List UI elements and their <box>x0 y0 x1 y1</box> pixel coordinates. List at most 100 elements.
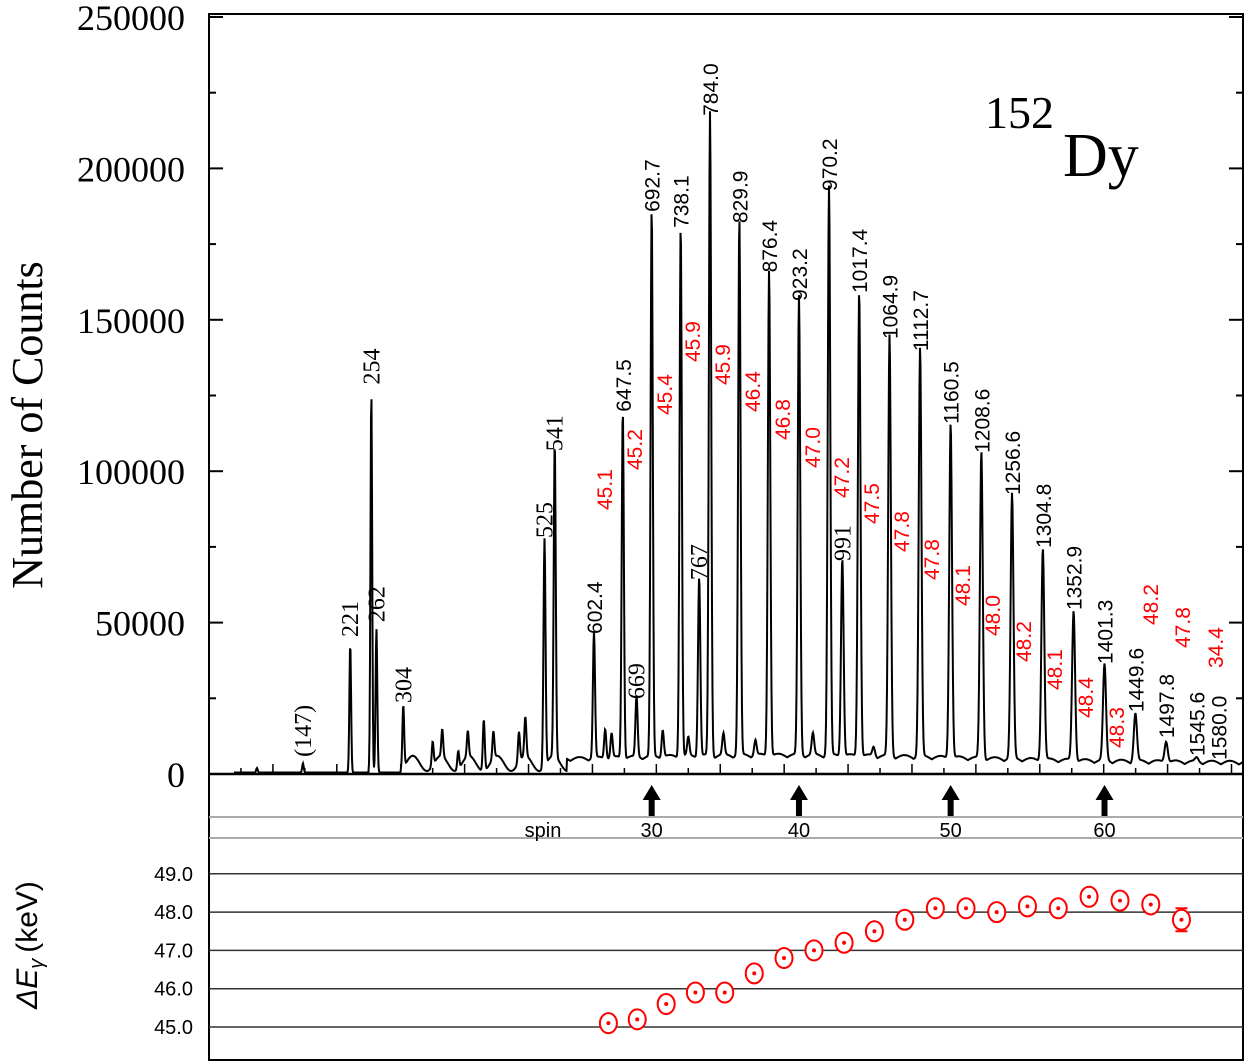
difference-label: 48.1 <box>1044 649 1067 690</box>
peak-label: 221 <box>338 601 364 637</box>
title-mass-number: 152 <box>985 87 1054 138</box>
delta-e-tick-label: 46.0 <box>154 979 193 1001</box>
y-axis-label: Number of Counts <box>3 261 52 589</box>
y-tick-label: 200000 <box>77 149 185 189</box>
data-point-center <box>1117 898 1122 903</box>
difference-label: 47.5 <box>861 483 884 524</box>
peak-label: 876.4 <box>759 220 782 273</box>
delta-e-axis-label: ΔEγ (keV) <box>11 881 48 1010</box>
y-tick-label: 50000 <box>95 604 185 644</box>
peak-label: 991 <box>830 525 856 561</box>
spin-arrow-shaft <box>947 798 954 816</box>
data-point-center <box>1148 902 1153 907</box>
peak-label: 1449.6 <box>1125 648 1148 712</box>
delta-e-tick-label: 45.0 <box>154 1017 193 1039</box>
peak-label: 1017.4 <box>849 228 872 293</box>
spin-value-label: 40 <box>788 820 810 842</box>
data-point-center <box>811 948 816 953</box>
peak-labels: (147) 221 254 262 304 525 541 602.4 647.5 669 692.… <box>291 63 1232 760</box>
y-tick-label: 0 <box>167 755 185 795</box>
data-point-center <box>1025 904 1030 909</box>
nucleus-title: 152 Dy <box>985 87 1139 190</box>
difference-label: 45.9 <box>682 321 705 362</box>
y-tick-label: 250000 <box>77 0 185 38</box>
spin-value-label: 50 <box>940 820 962 842</box>
difference-label: 45.2 <box>624 429 647 470</box>
peak-label: 784.0 <box>700 63 723 116</box>
data-point-center <box>964 906 969 911</box>
peak-label: 1112.7 <box>910 290 933 351</box>
difference-label: 45.4 <box>654 374 677 415</box>
difference-label: 48.1 <box>952 565 975 606</box>
peak-label: 1208.6 <box>971 389 994 453</box>
data-point-center <box>872 929 877 934</box>
spin-arrow-head <box>789 785 808 800</box>
data-point-center <box>752 971 757 976</box>
data-point-center <box>842 940 847 945</box>
difference-label: 48.0 <box>982 595 1005 636</box>
peak-label: 254 <box>359 348 385 384</box>
peak-label: 525 <box>533 502 559 538</box>
peak-label: 669 <box>625 663 651 699</box>
difference-label: 48.2 <box>1013 621 1036 662</box>
difference-label: 48.3 <box>1106 707 1129 748</box>
data-point-center <box>606 1021 611 1026</box>
spin-value-label: 60 <box>1093 820 1115 842</box>
peak-label: 970.2 <box>819 138 842 191</box>
plot-frame <box>208 13 1244 1061</box>
spin-arrow-head <box>941 785 960 800</box>
peak-label: 541 <box>543 415 569 451</box>
spin-arrow-shaft <box>648 798 655 816</box>
y-tick-label: 100000 <box>77 452 185 492</box>
spin-arrow-shaft <box>1101 798 1108 816</box>
difference-label: 46.4 <box>742 371 765 412</box>
peak-label: 1256.6 <box>1002 431 1025 495</box>
frame-border <box>208 13 1244 1061</box>
data-point-center <box>635 1017 640 1022</box>
data-point-center <box>1056 906 1061 911</box>
spin-arrow-head <box>1095 785 1114 800</box>
delta-e-tick-label: 47.0 <box>154 940 193 962</box>
peak-label: 1497.8 <box>1156 674 1179 738</box>
peak-label: 1160.5 <box>941 361 964 424</box>
difference-label: 46.8 <box>772 399 795 440</box>
data-point-center <box>693 990 698 995</box>
data-point-center <box>722 990 727 995</box>
spin-arrow-shaft <box>795 798 802 816</box>
peak-label: 304 <box>391 667 417 703</box>
peak-label: 262 <box>364 586 390 622</box>
y-axis-counts: 0 50000 100000 150000 200000 250000 <box>77 0 1243 795</box>
difference-label: 34.4 <box>1205 627 1228 668</box>
peak-label: 1352.9 <box>1064 546 1087 610</box>
peak-label: 829.9 <box>729 171 752 224</box>
y-tick-label: 150000 <box>77 301 185 341</box>
data-point-center <box>1087 894 1092 899</box>
difference-label: 47.2 <box>831 457 854 498</box>
peak-label: 1401.3 <box>1095 600 1118 664</box>
delta-e-panel: 45.0 46.0 47.0 48.0 49.0 <box>154 864 1243 1039</box>
data-point-center <box>933 906 938 911</box>
difference-label: 47.8 <box>891 511 914 552</box>
peak-label: 923.2 <box>789 248 812 301</box>
difference-label: 45.1 <box>594 469 617 510</box>
peak-label: 1580.0 <box>1209 696 1232 760</box>
difference-labels: 45.145.245.445.945.946.446.847.047.247.5… <box>594 321 1228 748</box>
delta-e-tick-label: 48.0 <box>154 902 193 924</box>
difference-label: 48.4 <box>1075 677 1098 718</box>
spin-label: spin <box>525 820 562 842</box>
delta-e-label-sub: γ <box>26 958 48 969</box>
data-point-center <box>782 956 787 961</box>
data-point-center <box>902 917 907 922</box>
delta-e-label-main: ΔE <box>11 968 44 1010</box>
peak-label: 1545.6 <box>1187 692 1210 756</box>
difference-label: 47.8 <box>921 539 944 580</box>
difference-label: 47.0 <box>802 427 825 468</box>
peak-label: 1304.8 <box>1033 484 1056 548</box>
spin-axis: spin 30 40 50 60 <box>209 785 1243 842</box>
data-point-center <box>664 1002 669 1007</box>
title-element: Dy <box>1063 122 1139 190</box>
spin-value-label: 30 <box>641 820 663 842</box>
peak-label: 602.4 <box>584 581 607 634</box>
difference-label: 48.2 <box>1140 584 1163 625</box>
